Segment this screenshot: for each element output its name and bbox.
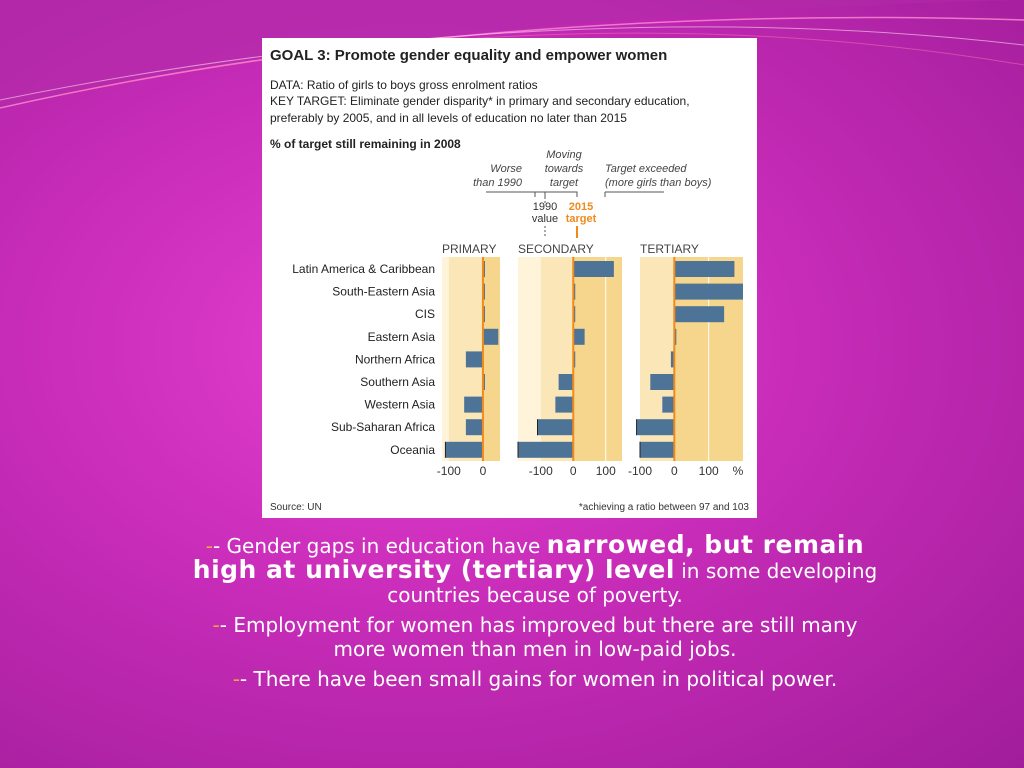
zone-worse (442, 257, 449, 461)
category-label: CIS (415, 307, 435, 321)
key-1990-value-line-1: 1990 (533, 201, 557, 213)
data-bar (674, 283, 743, 300)
tick-label: -100 (529, 464, 553, 478)
key-exceeded-line-1: Target exceeded (605, 163, 687, 175)
key-moving-line-3: target (550, 177, 579, 189)
category-label: Oceania (390, 443, 435, 457)
data-bar (662, 396, 675, 413)
tick-label: 100 (699, 464, 719, 478)
note-dash: - (205, 534, 213, 558)
data-bar (650, 374, 675, 390)
data-bar (465, 351, 483, 368)
data-bar (555, 396, 574, 413)
key-brackets (486, 191, 664, 204)
data-bar (482, 328, 499, 345)
chart-subtitle: % of target still remaining in 2008 (270, 137, 461, 151)
chart-data-line: DATA: Ratio of girls to boys gross enrol… (270, 78, 538, 92)
category-label: Latin America & Caribbean (292, 262, 435, 276)
tick-label: -100 (628, 464, 652, 478)
panel-label: SECONDARY (518, 242, 594, 256)
category-label: Sub-Saharan Africa (331, 420, 435, 434)
category-label: Northern Africa (355, 352, 435, 366)
chart-target-line-1: KEY TARGET: Eliminate gender disparity* … (270, 94, 690, 108)
panel-tertiary: TERTIARY -100 0 100% (628, 242, 744, 478)
data-bar (573, 328, 585, 345)
slide-notes: -- Gender gaps in education have narrowe… (190, 530, 880, 697)
note-political: -- There have been small gains for women… (190, 667, 880, 691)
key-2015-target-line-2: target (566, 213, 597, 225)
data-bar (445, 441, 483, 458)
chart-card: GOAL 3: Promote gender equality and empo… (262, 38, 757, 518)
tick-label: 100 (596, 464, 616, 478)
data-bar (674, 306, 725, 323)
note-education-pre: - Gender gaps in education have (212, 534, 547, 558)
note-education-post: in some developing countries because of … (387, 559, 878, 607)
panel-label: TERTIARY (640, 242, 699, 256)
key-worse-line-1: Worse (490, 163, 522, 175)
data-bar (640, 441, 675, 458)
panel-primary: PRIMARY -100 0 (437, 242, 500, 478)
chart-title: GOAL 3: Promote gender equality and empo… (270, 47, 667, 64)
note-dash: - (212, 613, 220, 637)
zone-exceeded (482, 257, 500, 461)
key-worse-line-2: than 1990 (473, 177, 523, 189)
data-bar (465, 419, 483, 436)
data-bar (518, 441, 574, 458)
zone-exceeded (573, 257, 622, 461)
panel-label: PRIMARY (442, 242, 496, 256)
category-label: South-Eastern Asia (332, 285, 435, 299)
panel-secondary: SECONDARY -100 0 100 (517, 242, 622, 478)
note-employment: -- Employment for women has improved but… (190, 613, 880, 661)
tick-label: 0 (480, 464, 487, 478)
data-bar (636, 419, 675, 436)
unit-label: % (733, 464, 744, 478)
data-bar (674, 261, 735, 277)
note-dash: - (232, 667, 240, 691)
key-moving-line-1: Moving (546, 149, 582, 161)
note-employment-text: - Employment for women has improved but … (219, 613, 858, 661)
tick-label: 0 (570, 464, 577, 478)
key-1990-value-line-2: value (532, 213, 558, 225)
chart-key: Worse than 1990 Moving towards target Ta… (473, 149, 712, 189)
note-political-text: - There have been small gains for women … (239, 667, 838, 691)
header-swoosh-decoration (0, 0, 1024, 110)
category-label: Southern Asia (360, 375, 435, 389)
key-exceeded-line-2: (more girls than boys) (605, 177, 712, 189)
data-bar (670, 351, 675, 368)
chart-footnote: *achieving a ratio between 97 and 103 (579, 502, 750, 513)
tick-label: 0 (671, 464, 678, 478)
data-bar (464, 396, 483, 413)
chart-target-line-2: preferably by 2005, and in all levels of… (270, 111, 627, 125)
gender-equality-chart: GOAL 3: Promote gender equality and empo… (270, 47, 750, 513)
note-education-emphasis: narrowed, but remain high at university … (192, 530, 865, 584)
data-bar (674, 328, 677, 345)
zone-worse (518, 257, 541, 461)
data-bar (573, 261, 614, 277)
category-label: Eastern Asia (368, 330, 436, 344)
key-moving-line-2: towards (545, 163, 584, 175)
chart-source: Source: UN (270, 502, 322, 513)
data-bar (558, 374, 574, 390)
note-education: -- Gender gaps in education have narrowe… (190, 530, 880, 607)
category-label: Western Asia (365, 398, 436, 412)
data-bar (537, 419, 574, 436)
tick-label: -100 (437, 464, 461, 478)
key-2015-target-line-1: 2015 (569, 201, 593, 213)
